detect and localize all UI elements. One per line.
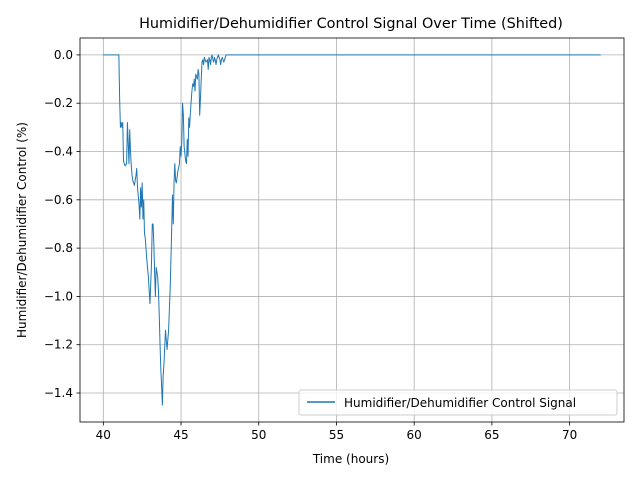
y-tick-label: −0.2 bbox=[44, 96, 73, 110]
series-line bbox=[103, 54, 601, 406]
x-tick-label: 60 bbox=[407, 428, 422, 442]
x-axis-label: Time (hours) bbox=[312, 452, 389, 466]
y-tick-label: −1.2 bbox=[44, 338, 73, 352]
x-tick-label: 50 bbox=[251, 428, 266, 442]
series-layer bbox=[103, 54, 601, 406]
x-tick-label: 40 bbox=[96, 428, 111, 442]
y-tick-label: −1.0 bbox=[44, 289, 73, 303]
legend-box bbox=[298, 389, 618, 416]
x-tick-label: 45 bbox=[173, 428, 188, 442]
y-axis-label: Humidifier/Dehumidifier Control (%) bbox=[15, 122, 29, 338]
y-tick-label: −1.4 bbox=[44, 386, 73, 400]
plot-area bbox=[80, 38, 624, 422]
x-tick-label: 65 bbox=[484, 428, 499, 442]
axes: 40 45 50 55 60 65 70 0.0 −0.2 −0.4 −0.6 −0.8 −1.0 −1.… bbox=[44, 48, 577, 442]
y-tick-label: −0.6 bbox=[44, 193, 73, 207]
x-tick-label: 55 bbox=[329, 428, 344, 442]
y-tick-label: −0.8 bbox=[44, 241, 73, 255]
plot-frame bbox=[79, 37, 625, 423]
legend-label: Humidifier/Dehumidifier Control Signal bbox=[344, 396, 576, 410]
legend: Humidifier/Dehumidifier Control Signal bbox=[298, 389, 618, 416]
y-tick-label: 0.0 bbox=[54, 48, 73, 62]
chart-title: Humidifier/Dehumidifier Control Signal O… bbox=[139, 16, 563, 32]
x-tick-label: 70 bbox=[562, 428, 577, 442]
y-tick-label: −0.4 bbox=[44, 145, 73, 159]
